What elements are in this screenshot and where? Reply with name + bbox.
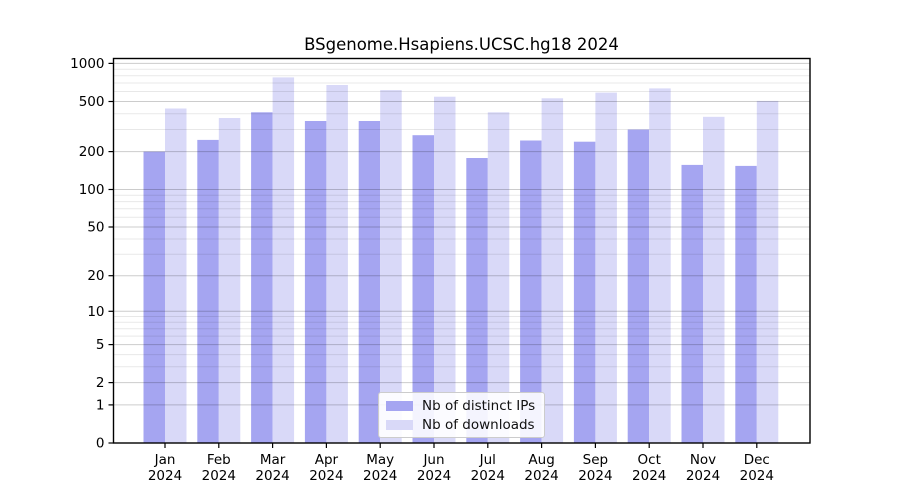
y-tick-label-10: 10 [87,304,104,320]
y-axis: 0 1 2 5 10 20 50 100 200 500 1000 [70,56,114,452]
y-tick-label-5: 5 [96,337,105,353]
x-label-year-May: 2024 [363,468,397,484]
y-tick-label-2: 2 [96,375,105,391]
bar-downloads-Jun [434,96,456,443]
y-tick-label-1000: 1000 [70,56,104,72]
bar-distinct-ips-Oct [627,129,650,443]
legend-entry-distinct-ips: Nb of distinct IPs [386,398,536,414]
bar-distinct-ips-Nov [681,164,703,443]
x-label-month-May: May [366,452,394,468]
x-label-year-Jan: 2024 [148,468,182,484]
x-label-month-Aug: Aug [528,452,554,468]
x-label-month-Mar: Mar [260,452,286,468]
x-label-month-Dec: Dec [744,452,770,468]
bar-downloads-Apr [326,85,348,443]
x-label-month-Jul: Jul [479,452,496,468]
y-tick-label-1: 1 [96,397,105,413]
x-label-year-Dec: 2024 [740,468,774,484]
y-tick-label-200: 200 [79,144,105,160]
bar-downloads-Sep [595,92,617,443]
bar-downloads-May [380,90,402,443]
bar-downloads-Mar [272,77,295,444]
x-label-year-Feb: 2024 [202,468,236,484]
bar-distinct-ips-Apr [304,121,327,443]
bar-downloads-Dec [756,100,779,444]
y-tick-label-20: 20 [87,268,104,284]
bar-distinct-ips-Mar [251,112,273,444]
legend-entry-downloads: Nb of downloads [386,417,536,433]
bar-downloads-Jul [487,112,510,444]
legend-swatch-downloads-icon [386,419,413,430]
bar-distinct-ips-Jul [466,158,488,443]
bar-downloads-Feb [218,118,241,443]
x-label-month-Oct: Oct [638,452,661,468]
bar-downloads-Oct [649,88,671,444]
chart-title: BSgenome.Hsapiens.UCSC.hg18 2024 [304,35,619,54]
x-label-year-Oct: 2024 [632,468,666,484]
bar-distinct-ips-Sep [573,141,596,443]
bar-distinct-ips-Aug [520,140,542,443]
x-label-year-Nov: 2024 [686,468,720,484]
bars [143,77,779,444]
bar-distinct-ips-May [358,121,381,443]
bar-downloads-Aug [541,98,564,444]
x-label-year-Apr: 2024 [309,468,343,484]
x-label-year-Mar: 2024 [255,468,289,484]
legend-label-downloads: Nb of downloads [422,416,535,433]
x-label-month-Apr: Apr [315,452,339,468]
x-label-year-Jun: 2024 [417,468,451,484]
y-tick-label-0: 0 [96,436,105,452]
bar-distinct-ips-Jun [412,135,434,443]
y-tick-label-100: 100 [79,182,105,198]
legend-label-distinct-ips: Nb of distinct IPs [422,397,536,414]
x-label-year-Sep: 2024 [578,468,612,484]
gridlines [113,62,810,406]
x-label-month-Feb: Feb [207,452,231,468]
plot-border [112,57,811,444]
x-label-year-Aug: 2024 [524,468,558,484]
bar-distinct-ips-Jan [143,151,165,443]
legend: Nb of distinct IPs Nb of downloads [378,392,545,438]
x-axis: Jan2024Feb2024Mar2024Apr2024May2024Jun20… [148,443,774,484]
x-label-month-Sep: Sep [583,452,608,468]
x-label-month-Jun: Jun [422,452,444,468]
bar-distinct-ips-Dec [735,165,757,443]
bar-distinct-ips-Feb [197,139,219,443]
y-tick-label-50: 50 [87,220,104,236]
legend-swatch-distinct-ips-icon [386,400,413,411]
bar-downloads-Jan [165,108,187,443]
y-tick-label-500: 500 [79,94,105,110]
x-label-month-Nov: Nov [690,452,716,468]
bar-downloads-Nov [703,116,725,444]
x-label-year-Jul: 2024 [471,468,505,484]
x-label-month-Jan: Jan [154,452,176,468]
